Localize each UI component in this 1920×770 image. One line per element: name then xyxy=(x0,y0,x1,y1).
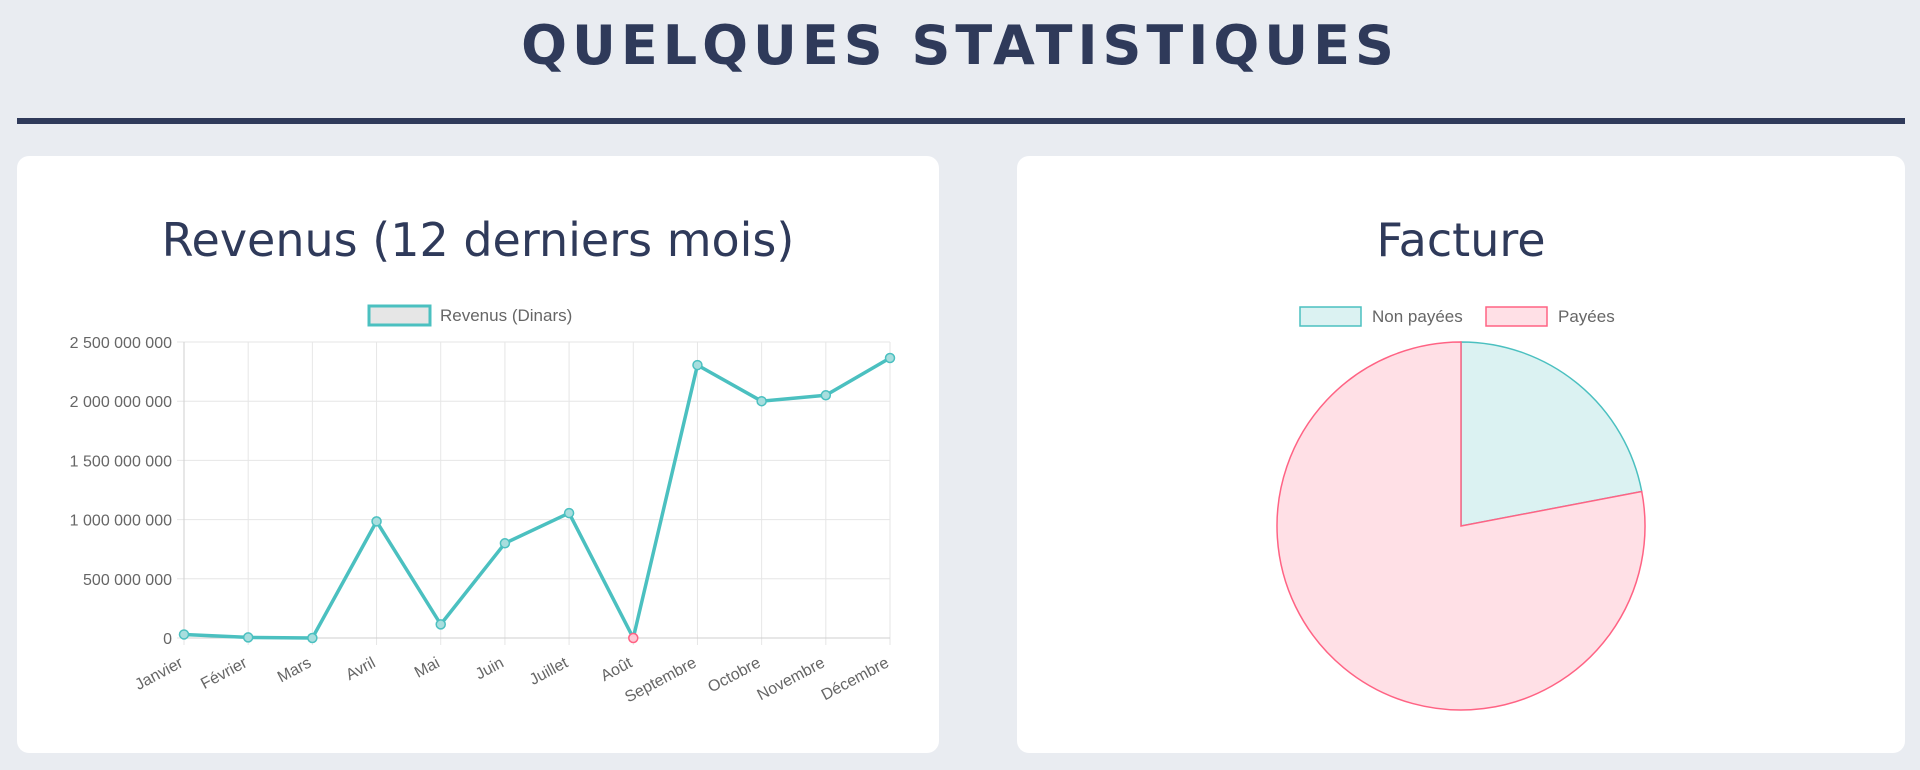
y-tick-label: 500 000 000 xyxy=(83,572,172,589)
x-tick-label: Décembre xyxy=(819,654,892,704)
legend-label-paid: Payées xyxy=(1558,307,1615,326)
x-tick-label: Janvier xyxy=(132,654,186,694)
revenue-line-chart: Revenus (Dinars) 0 500 000 000 1 000 000 00… xyxy=(70,304,896,706)
data-point xyxy=(884,352,896,364)
legend-swatch-unpaid xyxy=(1299,306,1362,327)
y-axis-labels: 0 500 000 000 1 000 000 000 1 500 000 000 2 … xyxy=(70,335,172,648)
legend-swatch-revenue xyxy=(367,304,432,327)
x-tick-label: Juillet xyxy=(527,654,572,688)
y-tick-label: 0 xyxy=(163,631,172,648)
revenue-series-line xyxy=(183,356,891,640)
chart-grid xyxy=(177,341,891,645)
x-tick-label: Juin xyxy=(473,655,507,684)
x-tick-label: Novembre xyxy=(755,654,828,704)
chart-legend: Non payées Payées xyxy=(1299,306,1615,327)
data-point xyxy=(499,538,511,549)
data-point xyxy=(692,359,703,371)
y-tick-label: 2 000 000 000 xyxy=(70,394,172,411)
data-point xyxy=(371,516,382,527)
x-tick-label: Mai xyxy=(412,655,443,682)
pie-slices xyxy=(1276,341,1646,711)
data-point xyxy=(628,632,639,644)
invoice-card-title: Facture xyxy=(1376,213,1546,267)
data-points xyxy=(178,352,896,644)
page-title: QUELQUES STATISTIQUES xyxy=(521,14,1399,77)
x-tick-label: Septembre xyxy=(622,654,699,706)
y-tick-label: 2 500 000 000 xyxy=(70,335,172,352)
y-tick-label: 1 500 000 000 xyxy=(70,453,172,470)
invoice-pie-chart: Non payées Payées xyxy=(1276,306,1646,711)
pie-slice-unpaid xyxy=(1460,341,1643,527)
invoice-card: Facture Non payées Payées xyxy=(1017,156,1905,753)
data-point xyxy=(178,629,190,640)
data-point xyxy=(242,632,254,643)
data-point xyxy=(435,619,446,630)
x-tick-label: Avril xyxy=(343,655,378,684)
y-tick-label: 1 000 000 000 xyxy=(70,513,172,530)
pie-slice-paid xyxy=(1276,341,1646,711)
chart-legend: Revenus (Dinars) xyxy=(367,304,572,327)
x-axis-labels: Janvier Février Mars Avril Mai Juin Juillet Aoû… xyxy=(132,654,892,706)
legend-label-unpaid: Non payées xyxy=(1372,307,1463,326)
legend-label-revenue: Revenus (Dinars) xyxy=(440,306,572,325)
data-point xyxy=(563,507,575,519)
legend-swatch-paid xyxy=(1485,306,1548,327)
x-tick-label: Août xyxy=(598,654,636,685)
revenue-card-title: Revenus (12 derniers mois) xyxy=(161,213,795,267)
revenue-card: Revenus (12 derniers mois) Revenus (Dina… xyxy=(17,156,939,753)
data-point xyxy=(820,390,832,401)
x-tick-label: Mars xyxy=(275,655,314,687)
x-tick-label: Février xyxy=(198,654,251,693)
title-divider xyxy=(17,118,1905,124)
data-point xyxy=(307,632,318,644)
data-point xyxy=(756,395,767,407)
